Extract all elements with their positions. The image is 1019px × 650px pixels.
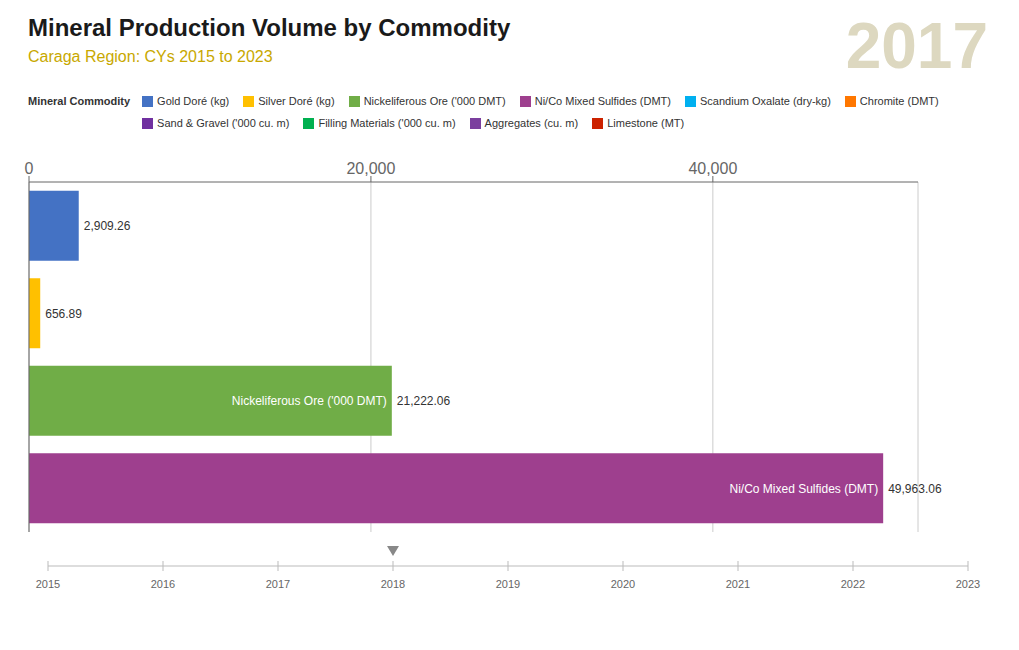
svg-text:2015: 2015	[36, 578, 60, 590]
svg-text:656.89: 656.89	[45, 307, 82, 321]
svg-text:Nickeliferous Ore ('000 DMT): Nickeliferous Ore ('000 DMT)	[232, 394, 387, 408]
svg-text:49,963.06: 49,963.06	[888, 482, 942, 496]
html-text:Caraga Region: CYs 2015 to 202: Caraga Region: CYs 2015 to 2023	[28, 48, 273, 65]
svg-text:2022: 2022	[841, 578, 865, 590]
html-text:Sand & Gravel ('000 cu. m): Sand & Gravel ('000 cu. m)	[157, 117, 290, 129]
svg-text:40,000: 40,000	[688, 160, 737, 177]
svg-text:Ni/Co Mixed Sulfides (DMT): Ni/Co Mixed Sulfides (DMT)	[729, 482, 878, 496]
html-text:Mineral Commodity: Mineral Commodity	[28, 95, 131, 107]
svg-text:20,000: 20,000	[346, 160, 395, 177]
html-text:Aggregates (cu. m): Aggregates (cu. m)	[484, 117, 579, 129]
svg-text:2018: 2018	[381, 578, 405, 590]
html-text:Chromite (DMT): Chromite (DMT)	[859, 95, 939, 107]
svg-text:2,909.26: 2,909.26	[84, 219, 131, 233]
svg-text:2020: 2020	[611, 578, 635, 590]
html-text:Mineral Production Volume by C: Mineral Production Volume by Commodity	[28, 14, 511, 41]
html-text:Gold Doré (kg): Gold Doré (kg)	[157, 95, 230, 107]
svg-text:2019: 2019	[496, 578, 520, 590]
html-text:Scandium Oxalate (dry-kg): Scandium Oxalate (dry-kg)	[700, 95, 831, 107]
svg-text:0: 0	[25, 160, 34, 177]
svg-text:2016: 2016	[151, 578, 175, 590]
html-text:Nickeliferous Ore ('000 DMT): Nickeliferous Ore ('000 DMT)	[363, 95, 506, 107]
html-text:Silver Doré (kg): Silver Doré (kg)	[258, 95, 335, 107]
html-text:Ni/Co Mixed Sulfides (DMT): Ni/Co Mixed Sulfides (DMT)	[534, 95, 671, 107]
svg-text:2023: 2023	[956, 578, 980, 590]
html-text:Limestone (MT): Limestone (MT)	[607, 117, 685, 129]
html-text:2017: 2017	[845, 10, 988, 82]
svg-text:21,222.06: 21,222.06	[397, 394, 451, 408]
svg-text:2021: 2021	[726, 578, 750, 590]
html-text:Filling Materials ('000 cu. m): Filling Materials ('000 cu. m)	[318, 117, 456, 129]
svg-text:2017: 2017	[266, 578, 290, 590]
